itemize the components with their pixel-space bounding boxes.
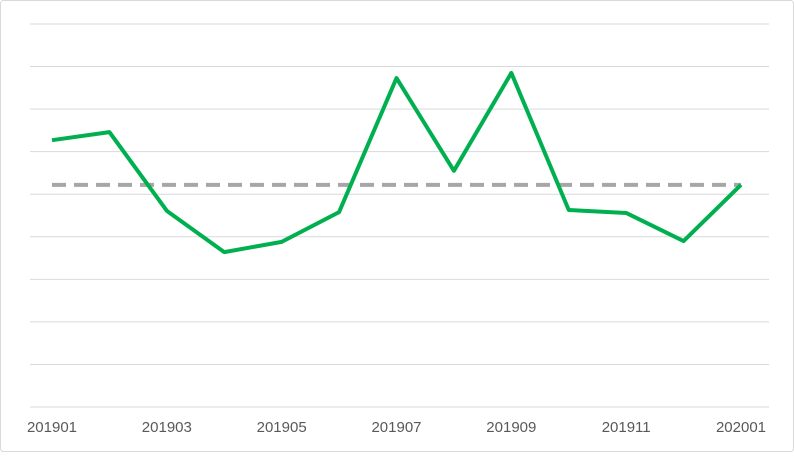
- x-tick-label: 201903: [142, 419, 192, 436]
- x-tick-label: 202001: [716, 419, 766, 436]
- x-tick-label: 201901: [27, 419, 77, 436]
- line: [51, 70, 743, 255]
- x-tick-label: 201911: [602, 419, 651, 436]
- x-tick-label: 201905: [257, 419, 307, 436]
- x-tick-label: 201909: [486, 419, 536, 436]
- x-tick-label: 201907: [371, 419, 421, 436]
